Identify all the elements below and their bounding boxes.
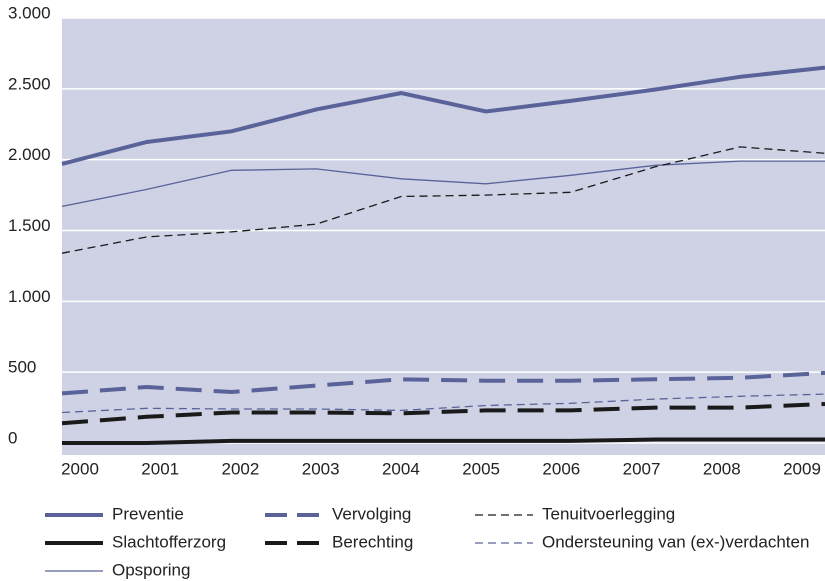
y-tick-label: 500 [8,358,36,377]
y-tick-label: 2.500 [8,74,51,93]
y-tick-label: 1.000 [8,287,51,306]
legend-label: Berechting [332,532,413,551]
legend-label: Slachtofferzorg [112,532,226,551]
y-tick-label: 2.000 [8,145,51,164]
series-line [61,160,825,208]
series-line [61,65,825,166]
plot-area [62,18,825,455]
x-tick-label: 2002 [222,459,260,478]
x-tick-label: 2005 [462,459,500,478]
x-tick-label: 2000 [61,459,99,478]
series-line [61,393,825,414]
x-tick-label: 2003 [302,459,340,478]
series-line [61,370,825,396]
series-line [62,437,825,445]
x-tick-label: 2001 [141,459,179,478]
y-tick-label: 1.500 [8,216,51,235]
legend-label: Tenuitvoerlegging [542,504,675,523]
series-line [61,402,825,426]
x-tick-label: 2006 [542,459,580,478]
legend-label: Vervolging [332,504,411,523]
y-tick-label: 3.000 [8,3,51,22]
legend-label: Opsporing [112,560,190,579]
y-tick-label: 0 [8,428,17,447]
x-tick-label: 2007 [623,459,661,478]
x-tick-label: 2009 [783,459,821,478]
x-tick-label: 2008 [703,459,741,478]
x-tick-label: 2004 [382,459,420,478]
legend-label: Preventie [112,504,184,523]
legend-label: Ondersteuning van (ex-)verdachten [542,532,809,551]
